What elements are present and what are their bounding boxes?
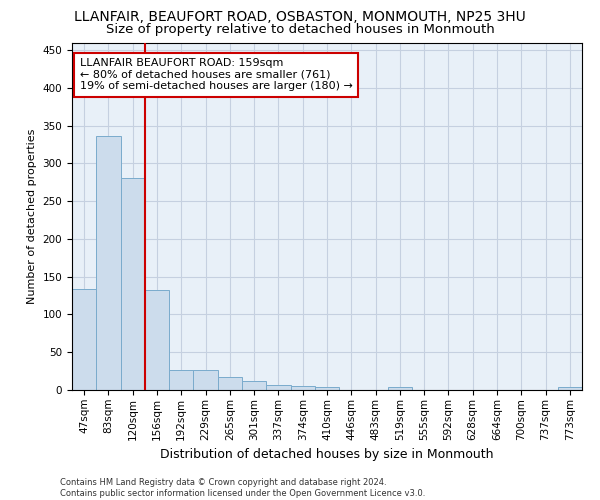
Bar — [558, 387, 582, 390]
Bar — [388, 387, 412, 390]
Y-axis label: Number of detached properties: Number of detached properties — [27, 128, 37, 304]
Text: LLANFAIR, BEAUFORT ROAD, OSBASTON, MONMOUTH, NP25 3HU: LLANFAIR, BEAUFORT ROAD, OSBASTON, MONMO… — [74, 10, 526, 24]
Text: LLANFAIR BEAUFORT ROAD: 159sqm
← 80% of detached houses are smaller (761)
19% of: LLANFAIR BEAUFORT ROAD: 159sqm ← 80% of … — [80, 58, 353, 92]
Bar — [169, 370, 193, 390]
Bar — [121, 178, 145, 390]
X-axis label: Distribution of detached houses by size in Monmouth: Distribution of detached houses by size … — [160, 448, 494, 461]
Text: Size of property relative to detached houses in Monmouth: Size of property relative to detached ho… — [106, 22, 494, 36]
Bar — [218, 377, 242, 390]
Bar — [242, 381, 266, 390]
Bar — [145, 290, 169, 390]
Bar — [266, 384, 290, 390]
Bar — [290, 386, 315, 390]
Bar — [315, 387, 339, 390]
Bar — [72, 289, 96, 390]
Bar — [96, 136, 121, 390]
Bar — [193, 370, 218, 390]
Text: Contains HM Land Registry data © Crown copyright and database right 2024.
Contai: Contains HM Land Registry data © Crown c… — [60, 478, 425, 498]
